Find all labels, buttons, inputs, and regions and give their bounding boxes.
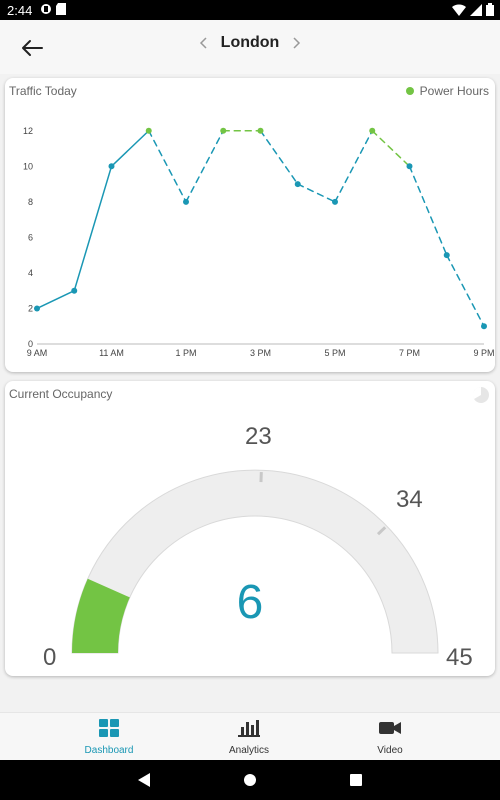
- series-segment: [185, 130, 224, 203]
- data-point: [108, 163, 115, 170]
- x-tick-label: 5 PM: [324, 348, 345, 358]
- gauge-tick-34: [376, 526, 387, 536]
- data-point: [257, 127, 264, 134]
- sd-card-icon: [56, 3, 66, 15]
- y-tick-label: 10: [23, 161, 33, 171]
- nav-analytics-label: Analytics: [228, 745, 269, 756]
- series-segment: [73, 165, 113, 292]
- status-bar: 2:44: [0, 0, 500, 20]
- nav-analytics[interactable]: Analytics: [204, 719, 294, 756]
- series-segment: [297, 183, 336, 203]
- x-tick-label: 9 PM: [473, 348, 494, 358]
- dashboard-icon: [99, 719, 119, 737]
- x-tick-label: 11 AM: [99, 348, 124, 358]
- system-recents-icon[interactable]: [350, 774, 362, 786]
- data-point: [220, 127, 227, 134]
- y-tick-label: 2: [28, 303, 33, 313]
- chevron-right-icon[interactable]: [289, 36, 303, 50]
- series-segment: [334, 130, 373, 203]
- occupancy-title: Current Occupancy: [9, 387, 113, 401]
- back-arrow-icon[interactable]: [18, 36, 46, 60]
- app-bar: London: [0, 20, 500, 74]
- y-tick-label: 0: [28, 339, 33, 349]
- occupancy-gauge: 0 23 34 45 6: [43, 423, 473, 671]
- wifi-icon: [452, 3, 466, 16]
- city-title: London: [220, 34, 280, 51]
- data-point: [71, 287, 78, 294]
- series-segment: [371, 130, 411, 168]
- analytics-icon: [238, 720, 260, 737]
- x-tick-label: 3 PM: [250, 348, 271, 358]
- series-segment: [408, 165, 448, 256]
- data-point: [332, 198, 338, 205]
- nav-video[interactable]: Video: [345, 719, 435, 756]
- notification-icon: [41, 4, 51, 14]
- chevron-left-icon[interactable]: [197, 36, 211, 50]
- x-tick-label: 7 PM: [399, 348, 420, 358]
- occupancy-value: 6: [237, 576, 264, 629]
- series-segment: [259, 130, 299, 185]
- nav-dashboard-label: Dashboard: [84, 745, 134, 756]
- legend-dot-icon: [405, 87, 414, 95]
- traffic-card: Traffic Today Power Hours 0 2 4 6 8 10 12 9 AM 1…: [5, 78, 495, 372]
- refresh-timer-icon[interactable]: [473, 387, 489, 403]
- gauge-min-label: 0: [43, 644, 56, 671]
- series-segment: [36, 289, 75, 310]
- video-icon: [379, 722, 401, 734]
- data-point: [369, 127, 376, 134]
- traffic-title: Traffic Today: [9, 84, 77, 98]
- data-point: [145, 127, 152, 134]
- nav-dashboard[interactable]: Dashboard: [64, 719, 154, 756]
- signal-icon: [470, 3, 482, 16]
- series-segment: [148, 130, 187, 203]
- system-home-icon[interactable]: [243, 773, 257, 787]
- battery-icon: [486, 3, 494, 16]
- series-segment: [446, 254, 485, 327]
- data-point: [443, 252, 450, 259]
- system-navigation-bar: [0, 760, 500, 800]
- series-segment: [110, 130, 150, 168]
- data-point: [34, 305, 40, 312]
- data-point: [294, 181, 301, 188]
- gauge-tick1-label: 23: [245, 423, 272, 450]
- nav-video-label: Video: [377, 745, 403, 756]
- y-tick-label: 8: [28, 197, 33, 207]
- data-point: [183, 198, 189, 205]
- legend-label: Power Hours: [419, 84, 489, 98]
- bottom-navigation: Dashboard Analytics Video: [0, 712, 500, 761]
- y-tick-label: 4: [28, 268, 33, 278]
- gauge-fill: [72, 578, 130, 653]
- traffic-line-chart: 0 2 4 6 8 10 12 9 AM 11 AM 1 PM 3 PM 5 PM 7 PM 9 PM: [23, 126, 495, 358]
- chart-legend: Power Hours: [405, 84, 489, 98]
- data-point: [406, 163, 413, 170]
- system-back-icon[interactable]: [138, 773, 150, 787]
- x-tick-label: 1 PM: [175, 348, 196, 358]
- gauge-track: [71, 469, 439, 654]
- x-tick-label: 9 AM: [27, 348, 48, 358]
- data-point: [481, 323, 487, 330]
- gauge-max-label: 45: [446, 644, 473, 671]
- y-tick-label: 12: [23, 126, 33, 136]
- status-time: 2:44: [7, 3, 33, 18]
- occupancy-card: Current Occupancy 0 23 34 45 6: [5, 381, 495, 676]
- gauge-tick2-label: 34: [396, 486, 423, 513]
- y-tick-label: 6: [28, 232, 33, 242]
